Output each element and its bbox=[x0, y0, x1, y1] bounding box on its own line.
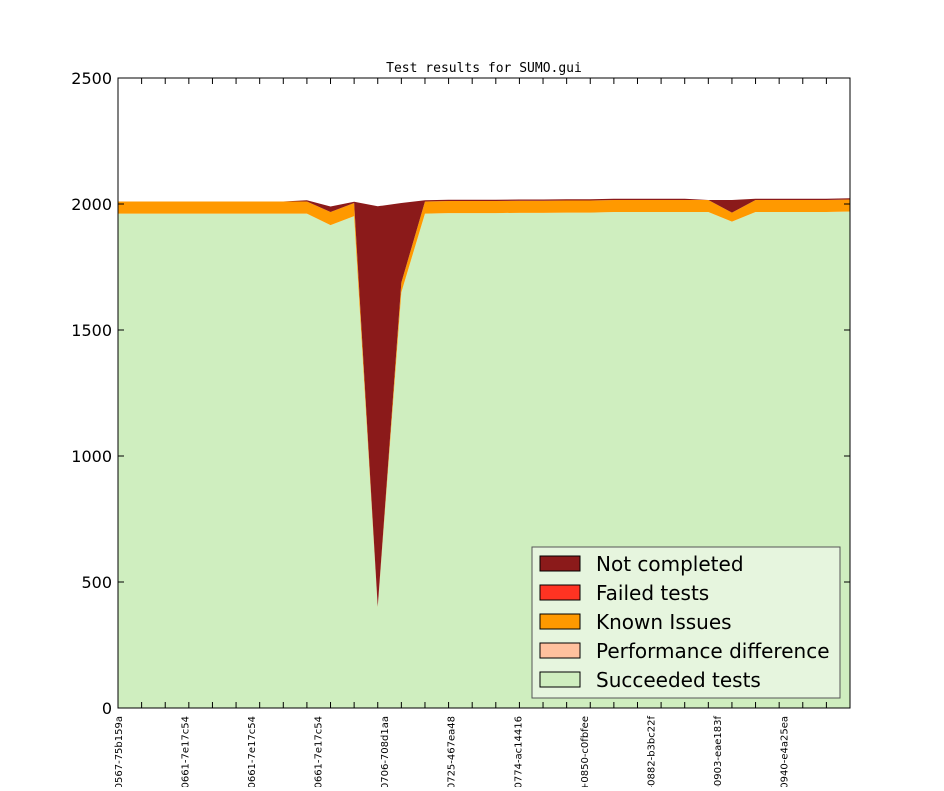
xtick-label: 0725-467ea48 bbox=[447, 716, 458, 787]
xtick-label: +0850-c0fbfee bbox=[580, 716, 591, 787]
ytick-label: 1000 bbox=[71, 447, 112, 466]
legend-swatch bbox=[539, 613, 581, 630]
legend-swatch bbox=[539, 584, 581, 601]
chart-title: Test results for SUMO.gui bbox=[386, 61, 582, 76]
legend-swatch bbox=[539, 642, 581, 659]
ytick-label: 1500 bbox=[71, 321, 112, 340]
plot-frame bbox=[117, 77, 851, 709]
xtick-label: 0774-ac14416 bbox=[513, 716, 524, 787]
ytick-label: 2000 bbox=[71, 195, 112, 214]
legend-label: Performance difference bbox=[596, 639, 830, 663]
legend-swatch bbox=[539, 555, 581, 572]
xtick-label: 0706-708d1aa bbox=[380, 716, 391, 787]
xtick-label: -0882-b3bc22f bbox=[646, 716, 657, 787]
legend-box bbox=[531, 546, 841, 699]
legend: Not completed Failed tests Known Issues Per… bbox=[531, 546, 841, 699]
ytick-label: 0 bbox=[102, 699, 112, 718]
legend-label: Succeeded tests bbox=[596, 668, 761, 692]
legend-label: Failed tests bbox=[596, 581, 709, 605]
legend-swatch bbox=[539, 671, 581, 688]
legend-label: Known Issues bbox=[596, 610, 732, 634]
xtick-label: 0661-7e17c54 bbox=[314, 716, 325, 787]
ytick-label: 500 bbox=[81, 573, 112, 592]
ytick-label: 2500 bbox=[71, 69, 112, 88]
xtick-label: 0661-7e17c54 bbox=[247, 716, 258, 787]
legend-label: Not completed bbox=[596, 552, 744, 576]
ticks-layer: 0 500 1000 1500 2000 2500 0567-75b159a 0661-7e1… bbox=[71, 69, 851, 791]
xtick-label: 0661-7e17c54 bbox=[181, 716, 192, 787]
xtick-label: 0567-75b159a bbox=[114, 716, 125, 787]
xtick-label: 0940-e4a25ea bbox=[780, 716, 791, 787]
xtick-label: -0903-eae183f bbox=[713, 716, 724, 787]
